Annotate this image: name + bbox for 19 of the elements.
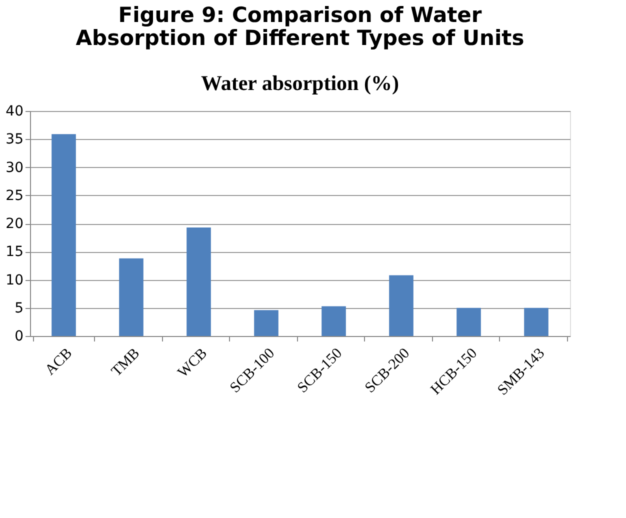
bar: [186, 227, 211, 336]
bar: [52, 134, 76, 336]
bar: [389, 275, 414, 336]
y-tick-label: 40: [6, 104, 24, 120]
bar: [456, 308, 481, 336]
y-tick-label: 5: [14, 300, 24, 316]
y-tick-label: 15: [6, 244, 24, 260]
y-tick-label: 35: [6, 132, 24, 148]
y-tick-label: 10: [6, 272, 24, 288]
y-tick-label: 25: [6, 188, 24, 204]
chart-subtitle: Water absorption (%): [201, 71, 399, 95]
bar: [524, 308, 548, 336]
y-tick-label: 30: [6, 160, 24, 176]
y-tick-label: 0: [14, 328, 24, 344]
bar: [322, 306, 346, 336]
bar: [119, 258, 144, 336]
bar: [254, 310, 278, 336]
y-tick-label: 20: [6, 216, 24, 232]
chart-title: Figure 9: Comparison of Water Absorption of Different Types of Units: [76, 3, 524, 50]
